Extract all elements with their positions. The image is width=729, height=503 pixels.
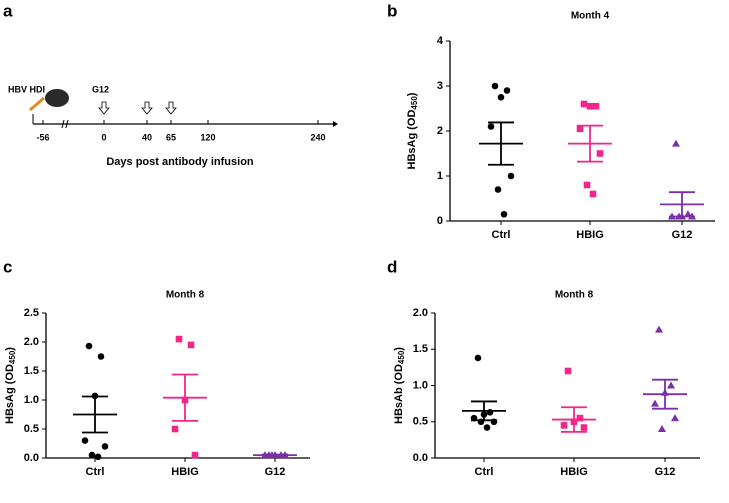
y-tick-label: 1.5 [413, 343, 428, 355]
y-tick-label: 1.0 [24, 394, 39, 406]
y-tick-label: 0 [437, 215, 443, 227]
data-point [580, 100, 588, 108]
axis-break [61, 119, 65, 129]
y-axis-label: HBsAb (OD450) [393, 347, 406, 424]
y-axis-label-end: ) [4, 347, 16, 351]
data-point [592, 102, 600, 110]
data-point [576, 414, 584, 422]
infusion-arrow [141, 101, 153, 115]
y-tick-label: 2.5 [24, 307, 39, 319]
y-axis-label-sub: 450 [397, 350, 406, 364]
data-point [81, 437, 89, 444]
y-axis-label-end: ) [393, 347, 405, 351]
data-point [85, 342, 93, 350]
data-point [589, 190, 597, 198]
x-tick-label: HBIG [576, 229, 604, 241]
x-tick-label: -56 [36, 132, 49, 142]
y-tick-label: 0.0 [24, 452, 39, 464]
x-tick-label: HBIG [171, 466, 199, 478]
data-point [651, 399, 659, 407]
x-tick-label: 65 [166, 132, 176, 142]
x-tick-label: G12 [655, 466, 676, 478]
y-axis-label-sub: 450 [410, 96, 419, 110]
y-tick-label: 2.0 [413, 307, 428, 319]
chart-title: Month 4 [571, 11, 610, 22]
y-tick-label: 0.5 [413, 416, 428, 428]
data-point [684, 210, 692, 218]
y-tick-label: 3 [437, 80, 443, 92]
data-point [560, 422, 568, 429]
data-point [483, 424, 491, 431]
annotation: G12 [92, 84, 109, 94]
data-point [596, 150, 604, 157]
data-point [94, 453, 102, 461]
data-point [583, 181, 591, 189]
data-point [655, 325, 663, 333]
data-point [97, 353, 105, 360]
x-tick-label: G12 [672, 229, 693, 241]
x-tick-label: 240 [310, 132, 325, 142]
y-axis-label: HBsAg (OD450) [406, 92, 419, 169]
data-point [171, 425, 179, 433]
y-axis-label-end: ) [406, 92, 418, 96]
data-point [101, 443, 109, 450]
data-point [658, 425, 666, 432]
x-tick-label: HBIG [560, 466, 588, 478]
x-tick-label: 120 [200, 132, 215, 142]
y-axis-label-main: HBsAb (OD [393, 364, 405, 424]
infusion-arrow [98, 101, 110, 115]
infusion-arrow [165, 101, 177, 115]
data-point [507, 172, 515, 180]
data-point [667, 381, 675, 389]
data-point [497, 93, 505, 101]
data-point [503, 87, 511, 94]
panel-label: d [387, 257, 397, 276]
x-tick-label: 0 [101, 132, 106, 142]
y-tick-label: 2 [437, 125, 443, 137]
axis-arrow [333, 121, 338, 127]
x-tick-label: Ctrl [492, 229, 511, 241]
y-tick-label: 4 [437, 35, 444, 47]
x-tick-label: G12 [265, 466, 286, 478]
data-point [175, 335, 183, 343]
data-point [564, 367, 572, 375]
annotation: HBV HDI [8, 84, 45, 94]
y-tick-label: 1 [437, 170, 443, 182]
data-point [672, 139, 680, 147]
data-point [474, 354, 482, 362]
data-point [187, 341, 195, 349]
data-point [576, 125, 584, 133]
y-axis-label: HBsAg (OD450) [4, 347, 17, 424]
y-tick-label: 0.5 [24, 423, 39, 435]
x-tick-label: Ctrl [475, 466, 494, 478]
axis-break [65, 119, 69, 129]
data-point [580, 424, 588, 431]
data-point [88, 451, 96, 459]
data-point [671, 414, 679, 422]
x-tick-label: 40 [142, 132, 152, 142]
y-axis-label-main: HBsAg (OD [406, 110, 418, 170]
data-point [191, 451, 199, 459]
data-point [487, 123, 495, 130]
panel-label: b [387, 1, 397, 20]
syringe-icon [29, 96, 45, 112]
y-tick-label: 0.0 [413, 452, 428, 464]
data-point [586, 102, 594, 110]
y-tick-label: 1.0 [413, 379, 428, 391]
data-point [500, 210, 508, 218]
data-point [491, 82, 499, 90]
x-axis-label: Days post antibody infusion [106, 156, 254, 168]
panel-label: a [3, 1, 13, 20]
y-axis-label-sub: 450 [8, 350, 17, 364]
panel-label: c [3, 257, 12, 276]
y-axis-label-main: HBsAg (OD [4, 364, 16, 424]
x-tick-label: Ctrl [86, 466, 105, 478]
data-point [494, 186, 502, 193]
mouse-icon [45, 89, 69, 107]
y-tick-label: 2.0 [24, 336, 39, 348]
chart-title: Month 8 [166, 290, 205, 301]
y-tick-label: 1.5 [24, 365, 39, 377]
chart-title: Month 8 [555, 290, 594, 301]
